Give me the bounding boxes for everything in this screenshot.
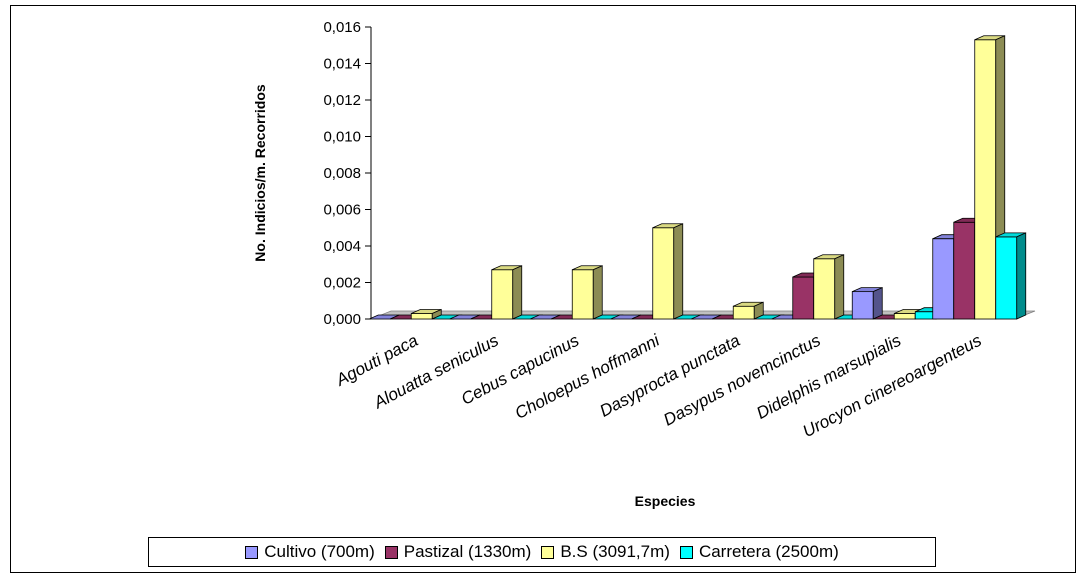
bar xyxy=(652,223,684,320)
bar-front xyxy=(995,236,1018,320)
bar-front xyxy=(974,39,997,320)
x-category-label: Choloepus hoffmanni xyxy=(512,330,664,423)
bar-front xyxy=(571,269,594,320)
bar xyxy=(813,254,845,320)
bar xyxy=(410,308,442,320)
legend-item: Pastizal (1330m) xyxy=(384,542,532,562)
legend-swatch xyxy=(245,545,259,559)
y-tick-label: 0,016 xyxy=(323,19,361,36)
y-tick-label: 0,000 xyxy=(323,311,361,328)
y-tick-label: 0,008 xyxy=(323,165,361,182)
bar-side xyxy=(512,265,523,320)
bar-front xyxy=(792,276,815,320)
legend-item: Carretera (2500m) xyxy=(679,542,839,562)
y-tick-label: 0,012 xyxy=(323,92,361,109)
bar-chart: 0,000 0,002 0,004 0,006 0,008 0,010 0,012 0,014… xyxy=(252,19,1036,509)
bar-side xyxy=(872,287,883,320)
x-category-label: Dasypus novemcinctus xyxy=(660,331,824,430)
legend-swatch xyxy=(541,545,555,559)
bar xyxy=(732,301,764,320)
bar-group xyxy=(369,35,1027,320)
bar-front xyxy=(893,313,916,320)
bar-front xyxy=(953,221,976,320)
bar-front xyxy=(851,291,874,320)
bar-side xyxy=(1016,232,1027,320)
bar xyxy=(491,265,523,320)
bar-front xyxy=(732,305,755,320)
bar-front xyxy=(652,227,675,320)
bar xyxy=(851,287,883,320)
legend-label: Carretera (2500m) xyxy=(698,542,839,561)
bar-front xyxy=(932,238,955,320)
legend-item: B.S (3091,7m) xyxy=(541,542,670,562)
bar xyxy=(571,265,603,320)
bar-front xyxy=(813,258,836,320)
y-tick-label: 0,014 xyxy=(323,56,361,73)
y-tick-label: 0,010 xyxy=(323,129,361,146)
legend-swatch xyxy=(384,545,398,559)
legend-item: Cultivo (700m) xyxy=(245,542,375,562)
legend-label: Pastizal (1330m) xyxy=(403,542,532,561)
bar-side xyxy=(834,254,845,320)
y-tick-label: 0,004 xyxy=(323,238,361,255)
bar-front xyxy=(491,269,514,320)
y-axis-ticks: 0,000 0,002 0,004 0,006 0,008 0,010 0,012 0,014… xyxy=(323,19,371,328)
y-tick-label: 0,002 xyxy=(323,275,361,292)
bar-side xyxy=(592,265,603,320)
legend-label: Cultivo (700m) xyxy=(264,542,375,561)
legend-label: B.S (3091,7m) xyxy=(560,542,670,561)
bar xyxy=(995,232,1027,320)
legend-swatch xyxy=(679,545,693,559)
y-tick-label: 0,006 xyxy=(323,202,361,219)
x-axis-title: Especies xyxy=(635,493,696,509)
bar-front xyxy=(410,313,433,320)
legend: Cultivo (700m) Pastizal (1330m) B.S (3091,… xyxy=(148,537,936,567)
y-axis-title: No. Indicios/m. Recorridos xyxy=(252,84,268,262)
bar-side xyxy=(673,223,684,320)
chart-frame: 0,000 0,002 0,004 0,006 0,008 0,010 0,012 0,014… xyxy=(10,5,1076,573)
